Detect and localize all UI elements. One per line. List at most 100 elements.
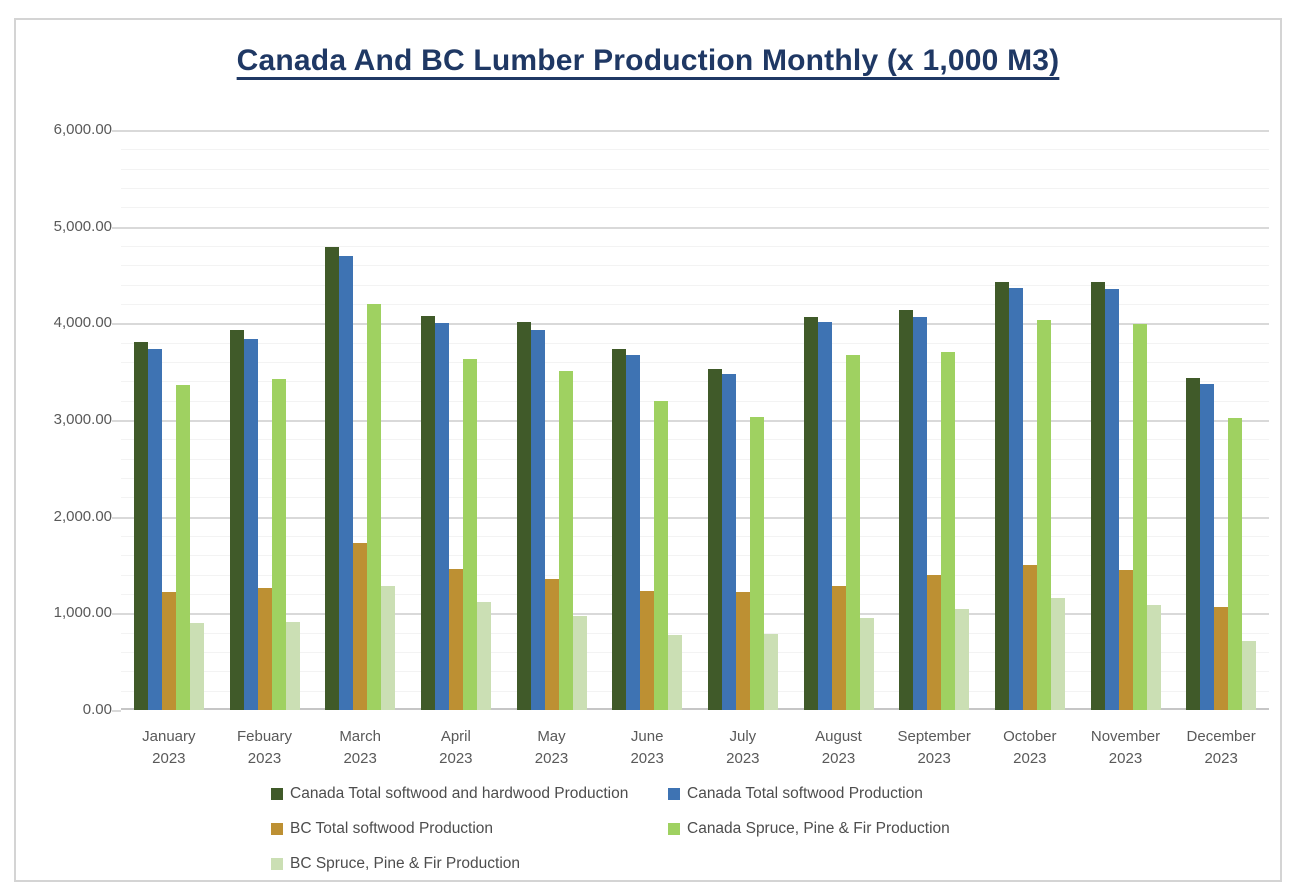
x-tick-label-month: May — [537, 728, 566, 745]
minor-gridline — [121, 284, 1269, 286]
x-tick-label-year: 2023 — [439, 750, 473, 767]
bar — [707, 368, 722, 710]
y-tick-mark — [112, 226, 121, 229]
bar — [1022, 565, 1037, 710]
minor-gridline — [121, 458, 1269, 460]
bar — [339, 255, 354, 710]
legend-label: Canada Total softwood and hardwood Produ… — [290, 785, 629, 802]
bar — [1214, 606, 1229, 710]
x-tick-label: April 2023 — [408, 726, 504, 770]
y-tick-mark — [112, 710, 121, 712]
bar — [1186, 378, 1201, 710]
legend-swatch-icon — [271, 858, 283, 870]
plot-area — [121, 130, 1269, 710]
bar — [859, 617, 874, 710]
bar — [899, 309, 914, 710]
bar — [735, 592, 750, 710]
bar — [749, 417, 764, 710]
x-tick-label-year: 2023 — [1204, 750, 1238, 767]
bar — [243, 338, 258, 710]
chart-frame: Canada And BC Lumber Production Monthly … — [14, 18, 1282, 882]
minor-gridline — [121, 671, 1269, 673]
chart-title: Canada And BC Lumber Production Monthly … — [236, 44, 1060, 77]
y-tick-mark — [112, 130, 121, 132]
bar — [1200, 384, 1215, 710]
x-tick-label-month: July — [729, 728, 757, 745]
x-tick-label-year: 2023 — [917, 750, 951, 767]
x-tick-label-month: June — [630, 728, 664, 745]
bar — [994, 281, 1009, 710]
x-tick-label-month: August — [815, 728, 862, 745]
minor-gridline — [121, 652, 1269, 653]
legend-label: Canada Total softwood Production — [687, 785, 923, 802]
minor-gridline — [121, 439, 1269, 441]
legend-item: Canada Spruce, Pine & Fir Production — [668, 819, 950, 839]
bar — [1242, 641, 1257, 710]
x-tick-label-year: 2023 — [343, 750, 377, 767]
bar — [434, 323, 449, 710]
legend-swatch-icon — [668, 823, 680, 835]
x-tick-label-year: 2023 — [247, 750, 282, 767]
x-tick-label: November 2023 — [1078, 726, 1174, 770]
legend-swatch-icon — [668, 788, 680, 800]
bar — [1104, 288, 1119, 710]
x-tick-label: July 2023 — [695, 726, 791, 770]
minor-gridline — [121, 265, 1269, 267]
bar — [1146, 604, 1161, 710]
bar — [572, 616, 587, 710]
bar — [544, 578, 559, 710]
x-tick-label-year: 2023 — [630, 750, 664, 767]
x-tick-label: May 2023 — [504, 726, 600, 770]
x-tick-label-year: 2023 — [1013, 750, 1047, 767]
bar — [558, 370, 573, 710]
bar — [1008, 287, 1023, 710]
x-tick-label: Febuary 2023 — [217, 726, 313, 770]
x-tick-label-year: 2023 — [821, 750, 856, 767]
x-tick-label-month: January — [142, 728, 196, 745]
minor-gridline — [121, 555, 1269, 557]
bar — [448, 568, 463, 710]
x-tick-label: March 2023 — [312, 726, 408, 770]
bar — [462, 359, 477, 710]
bar — [133, 341, 148, 710]
bar — [654, 400, 669, 710]
y-tick-mark — [112, 323, 121, 326]
minor-gridline — [121, 594, 1269, 595]
x-tick-label-year: 2023 — [1108, 750, 1143, 767]
legend-item: BC Spruce, Pine & Fir Production — [271, 854, 520, 874]
bar — [271, 379, 286, 710]
major-gridline — [121, 613, 1269, 616]
bar — [367, 304, 382, 710]
major-gridline — [121, 226, 1269, 229]
x-tick-label-month: October — [1003, 728, 1057, 745]
bar — [612, 349, 627, 710]
bar — [257, 588, 272, 710]
bar — [1090, 281, 1105, 710]
y-tick-mark — [112, 516, 121, 519]
legend-swatch-icon — [271, 823, 283, 835]
bar — [229, 330, 244, 710]
y-tick-label: 1,000.00 — [53, 604, 112, 622]
bar — [1118, 569, 1133, 710]
legend-item: Canada Total softwood Production — [668, 784, 923, 804]
x-tick-label-month: March — [339, 728, 381, 745]
x-tick-label: August 2023 — [791, 726, 887, 770]
bar — [353, 542, 368, 710]
bar — [381, 586, 396, 710]
bar — [913, 316, 928, 710]
bar — [175, 385, 190, 710]
minor-gridline — [121, 574, 1269, 576]
legend-label: Canada Spruce, Pine & Fir Production — [687, 820, 950, 837]
minor-gridline — [121, 149, 1269, 151]
x-tick-label: October 2023 — [982, 726, 1078, 770]
major-gridline — [121, 516, 1269, 519]
bar — [1050, 597, 1065, 710]
minor-gridline — [121, 362, 1269, 363]
x-tick-label-month: Febuary — [236, 728, 292, 745]
x-tick-label-month: September — [897, 728, 971, 745]
minor-gridline — [121, 342, 1269, 344]
minor-gridline — [121, 381, 1269, 383]
x-tick-label: January 2023 — [121, 726, 217, 770]
bar — [845, 355, 860, 710]
x-tick-label-year: 2023 — [152, 750, 186, 767]
